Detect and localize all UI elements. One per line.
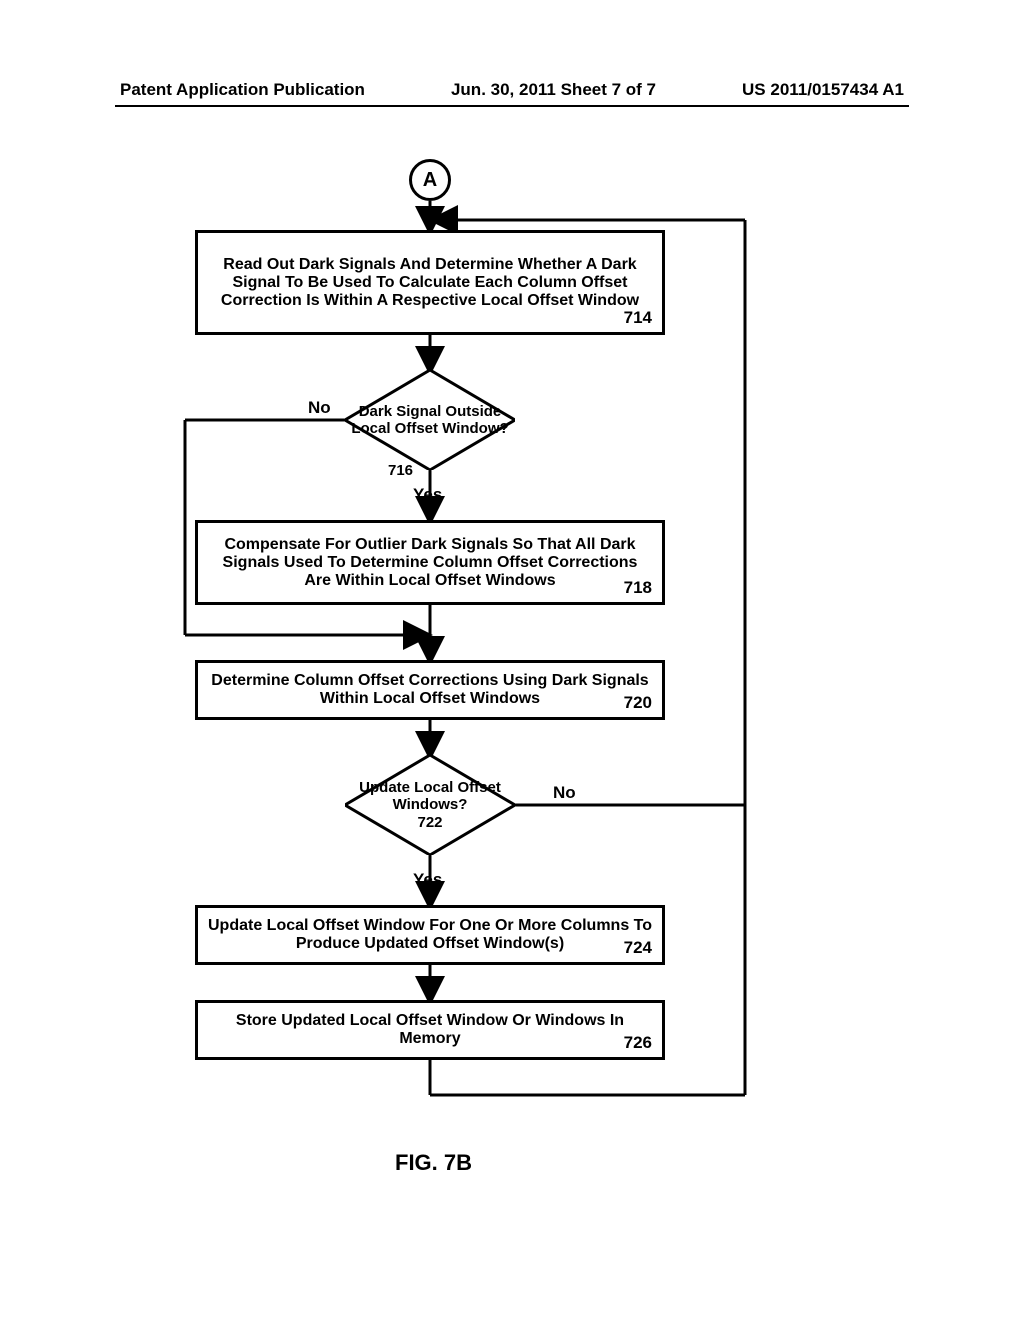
- decision-722: Update Local Offset Windows? 722: [345, 755, 515, 855]
- process-718-num: 718: [624, 578, 652, 598]
- process-718: Compensate For Outlier Dark Signals So T…: [195, 520, 665, 605]
- process-724-num: 724: [624, 938, 652, 958]
- process-720-num: 720: [624, 693, 652, 713]
- process-720-text: Determine Column Offset Corrections Usin…: [208, 672, 652, 708]
- process-714-text: Read Out Dark Signals And Determine Whet…: [208, 256, 652, 310]
- decision-716: Dark Signal Outside Local Offset Window?: [345, 370, 515, 470]
- decision-716-no-label: No: [308, 398, 331, 418]
- process-718-text: Compensate For Outlier Dark Signals So T…: [208, 536, 652, 590]
- flowchart-canvas: A Read Out Dark Signals And Determine Wh…: [0, 140, 1024, 1240]
- connector-a-label: A: [423, 169, 437, 192]
- header-right: US 2011/0157434 A1: [742, 80, 904, 100]
- process-726: Store Updated Local Offset Window Or Win…: [195, 1000, 665, 1060]
- process-726-text: Store Updated Local Offset Window Or Win…: [208, 1012, 652, 1048]
- process-714-num: 714: [624, 308, 652, 328]
- process-724: Update Local Offset Window For One Or Mo…: [195, 905, 665, 965]
- decision-722-num: 722: [417, 814, 442, 831]
- header-left: Patent Application Publication: [120, 80, 365, 100]
- patent-header: Patent Application Publication Jun. 30, …: [0, 80, 1024, 100]
- decision-716-text: Dark Signal Outside Local Offset Window?: [345, 403, 515, 438]
- process-720: Determine Column Offset Corrections Usin…: [195, 660, 665, 720]
- header-center: Jun. 30, 2011 Sheet 7 of 7: [451, 80, 656, 100]
- process-724-text: Update Local Offset Window For One Or Mo…: [208, 917, 652, 953]
- decision-722-yes-label: Yes: [413, 870, 442, 890]
- figure-label: FIG. 7B: [395, 1150, 472, 1176]
- process-726-num: 726: [624, 1033, 652, 1053]
- process-714: Read Out Dark Signals And Determine Whet…: [195, 230, 665, 335]
- connector-a: A: [409, 159, 451, 201]
- decision-722-text: Update Local Offset Windows?: [345, 779, 515, 814]
- header-rule: [115, 105, 909, 107]
- decision-716-yes-label: Yes: [413, 485, 442, 505]
- decision-716-num: 716: [388, 462, 413, 479]
- decision-722-no-label: No: [553, 783, 576, 803]
